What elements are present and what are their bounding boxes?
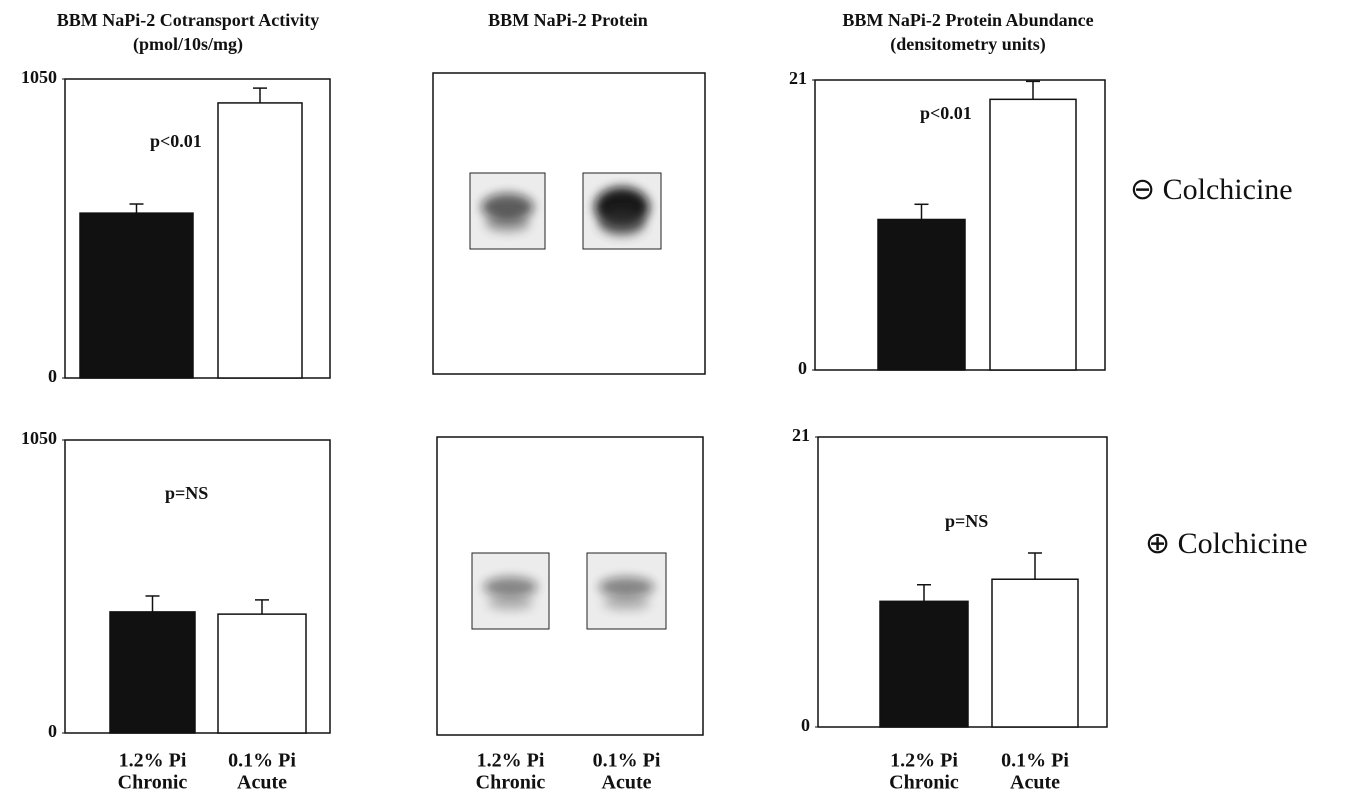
y-tick-label: 1050 — [21, 428, 57, 448]
x-tick-label: 1.2% Pi — [890, 750, 958, 772]
bar — [880, 601, 968, 727]
x-tick-label: 1.2% Pi — [119, 750, 187, 772]
x-tick-label: Chronic — [889, 772, 959, 794]
annotation: p=NS — [165, 483, 208, 503]
blot-band — [603, 596, 650, 611]
panel-subtitle: (pmol/10s/mg) — [133, 34, 243, 55]
y-tick-label: 1050 — [21, 67, 57, 87]
blot-band — [484, 577, 538, 597]
y-tick-label: 0 — [48, 721, 57, 741]
annotation: p<0.01 — [920, 103, 972, 123]
bar — [878, 219, 965, 370]
figure: ⊖ Colchicine ⊕ Colchicine BBM NaPi-2 Cot… — [0, 0, 1348, 798]
panel-title: BBM NaPi-2 Cotransport Activity — [57, 10, 319, 30]
annotation: p<0.01 — [150, 131, 202, 151]
x-tick-label: Chronic — [476, 772, 546, 794]
y-tick-label: 0 — [48, 366, 57, 386]
bar — [110, 612, 195, 733]
bar — [990, 99, 1076, 370]
bar — [218, 614, 306, 733]
blot-band — [599, 577, 654, 597]
x-tick-label: Acute — [602, 772, 652, 794]
x-tick-label: 1.2% Pi — [477, 750, 545, 772]
x-tick-label: 0.1% Pi — [1001, 750, 1069, 772]
bar — [992, 579, 1078, 727]
bar — [80, 213, 193, 378]
panel-subtitle: (densitometry units) — [890, 34, 1046, 55]
blot-band — [599, 210, 646, 236]
x-tick-label: Acute — [237, 772, 287, 794]
y-tick-label: 0 — [801, 715, 810, 735]
x-tick-label: Chronic — [118, 772, 188, 794]
panel-title: BBM NaPi-2 Protein — [488, 10, 648, 30]
annotation: p=NS — [945, 511, 988, 531]
x-tick-label: Acute — [1010, 772, 1060, 794]
y-tick-label: 21 — [789, 68, 807, 88]
bar — [218, 103, 302, 378]
row-label: ⊕ Colchicine — [1145, 527, 1308, 560]
blot-band — [487, 596, 533, 611]
x-tick-label: 0.1% Pi — [228, 750, 296, 772]
panel-title: BBM NaPi-2 Protein Abundance — [842, 10, 1093, 30]
y-tick-label: 21 — [792, 425, 810, 445]
blot-band — [485, 214, 530, 233]
y-tick-label: 0 — [798, 358, 807, 378]
row-label: ⊖ Colchicine — [1130, 173, 1293, 206]
x-tick-label: 0.1% Pi — [593, 750, 661, 772]
